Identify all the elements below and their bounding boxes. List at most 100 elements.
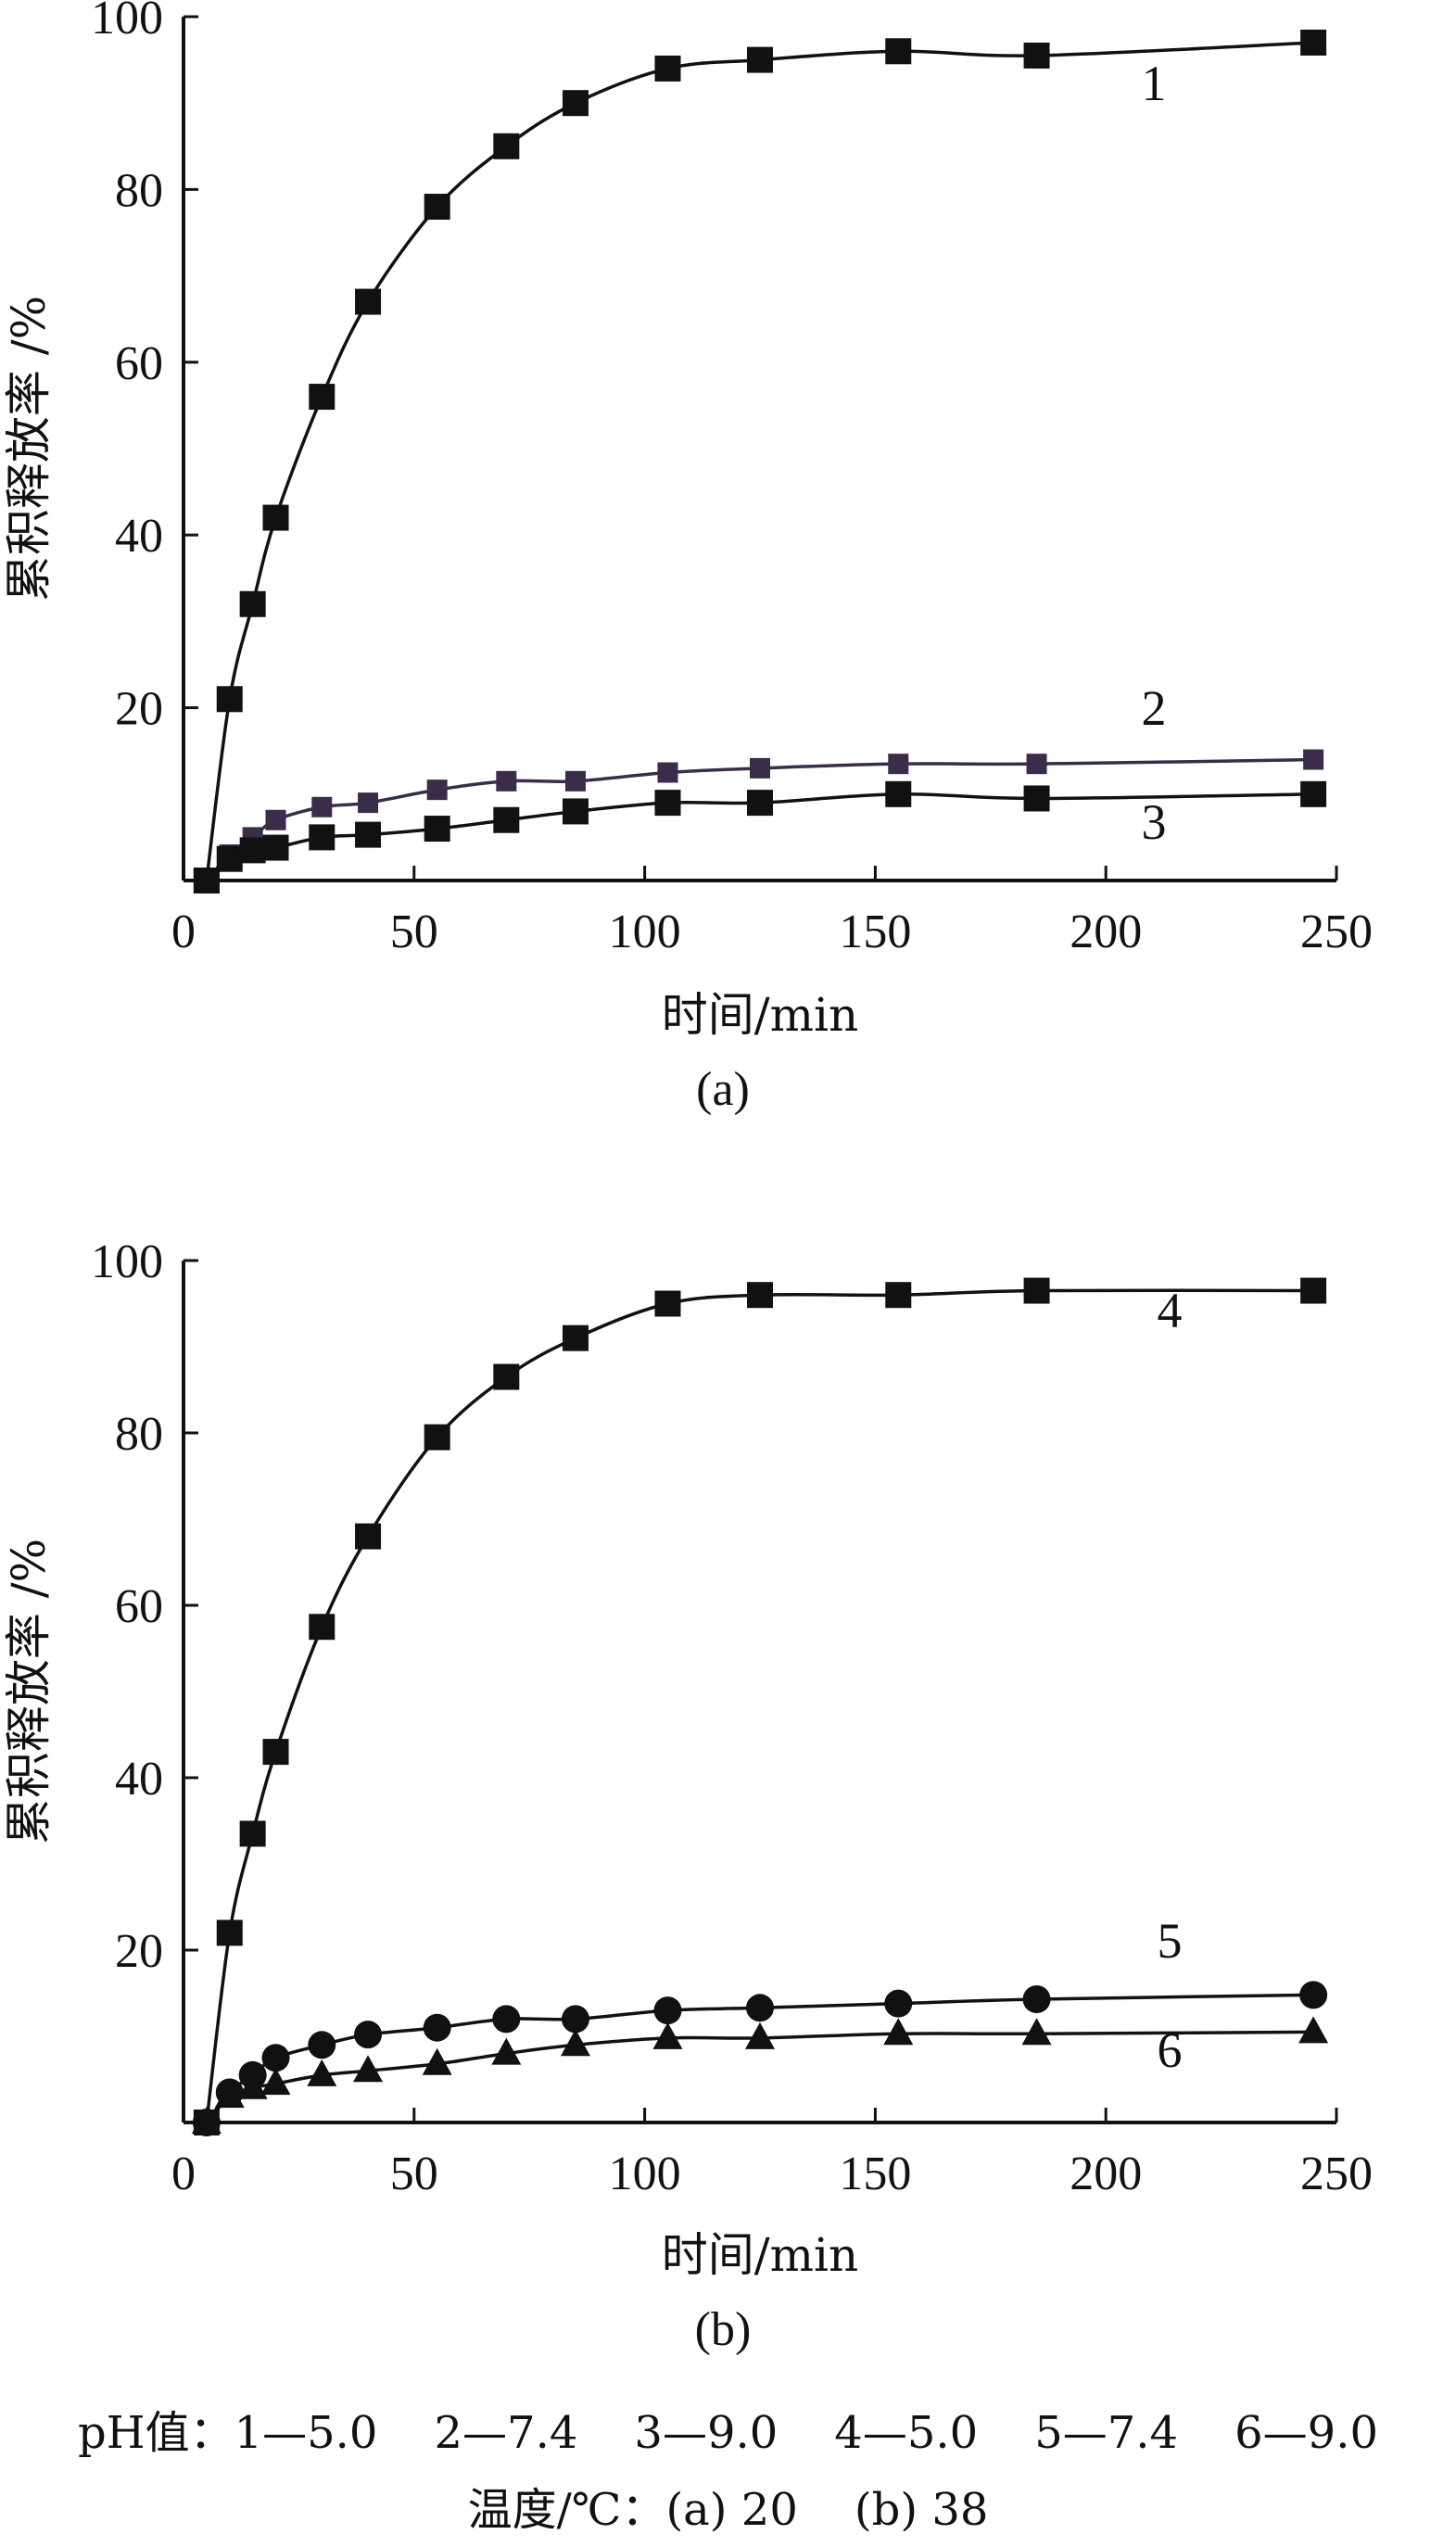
series-point-5 bbox=[423, 2013, 451, 2042]
series-point-2 bbox=[564, 770, 586, 792]
series-line-1 bbox=[205, 41, 1314, 881]
x-tick-label: 150 bbox=[839, 2148, 911, 2200]
x-tick-label: 150 bbox=[839, 906, 911, 958]
series-point-6 bbox=[422, 2047, 452, 2075]
series-point-2 bbox=[358, 792, 379, 814]
series-point-6 bbox=[652, 2021, 683, 2049]
x-tick-label: 100 bbox=[609, 2148, 681, 2200]
x-tick-label: 0 bbox=[171, 2148, 196, 2200]
chart-panel-a: 0 50 100 150 200 250 20 40 60 80 100 时间/min 累积释放率 /%… bbox=[2, 0, 1373, 1116]
series-point-6 bbox=[260, 2068, 291, 2096]
series-point-4 bbox=[654, 1290, 681, 1317]
series-point-1 bbox=[493, 133, 520, 159]
series-point-2 bbox=[1303, 749, 1324, 770]
x-tick-label: 250 bbox=[1300, 906, 1373, 958]
series-label-3: 3 bbox=[1142, 794, 1167, 850]
y-tick-label: 20 bbox=[115, 683, 163, 736]
series-point-1 bbox=[424, 194, 450, 221]
x-tick-label: 250 bbox=[1300, 2148, 1373, 2200]
series-point-5 bbox=[308, 2031, 336, 2059]
y-tick-label: 80 bbox=[115, 1408, 163, 1461]
series-point-4 bbox=[262, 1739, 289, 1766]
series-point-5 bbox=[492, 2005, 521, 2034]
series-point-3 bbox=[1300, 780, 1327, 807]
series-line-6 bbox=[205, 2030, 1314, 2124]
series-point-5 bbox=[1299, 1981, 1328, 2009]
series-point-4 bbox=[424, 1424, 450, 1451]
series-label-5: 5 bbox=[1158, 1913, 1183, 1969]
series-point-5 bbox=[884, 1989, 913, 2018]
y-tick-label: 80 bbox=[115, 164, 163, 217]
series-point-6 bbox=[1021, 2018, 1052, 2046]
series-point-3 bbox=[239, 837, 266, 864]
series-point-3 bbox=[654, 790, 681, 817]
series-point-3 bbox=[309, 824, 336, 851]
series-point-2 bbox=[496, 770, 517, 792]
series-point-1 bbox=[239, 590, 266, 617]
series-point-1 bbox=[262, 504, 289, 531]
x-tick-label: 0 bbox=[171, 906, 196, 958]
series-point-3 bbox=[193, 868, 220, 893]
series-point-3 bbox=[424, 816, 450, 843]
chart-panel-b: 0 50 100 150 200 250 20 40 60 80 100 时间/min 累积释放率 /%… bbox=[2, 1235, 1373, 2356]
series-point-6 bbox=[353, 2055, 384, 2083]
series-point-1 bbox=[885, 38, 912, 65]
series-point-1 bbox=[1023, 42, 1050, 69]
series-point-6 bbox=[307, 2059, 337, 2086]
series-point-6 bbox=[745, 2021, 775, 2049]
series-point-5 bbox=[653, 1996, 682, 2025]
series-point-3 bbox=[885, 780, 912, 807]
series-point-4 bbox=[885, 1282, 912, 1309]
series-point-5 bbox=[1022, 1985, 1051, 2014]
x-tick-label: 50 bbox=[390, 906, 438, 958]
series-point-5 bbox=[354, 2021, 383, 2049]
y-tick-label: 20 bbox=[115, 1925, 163, 1978]
footnote-ph: pH值：1—5.0 2—7.4 3—9.0 4—5.0 5—7.4 6—9.0 bbox=[78, 2407, 1378, 2459]
series-point-2 bbox=[750, 757, 770, 779]
series-point-6 bbox=[491, 2037, 522, 2065]
series-point-2 bbox=[426, 779, 448, 801]
series-label-6: 6 bbox=[1158, 2022, 1183, 2078]
series-point-4 bbox=[493, 1363, 520, 1390]
series-point-5 bbox=[261, 2044, 290, 2072]
series-point-6 bbox=[214, 2081, 245, 2109]
series-point-1 bbox=[1300, 29, 1327, 56]
y-tick-label: 60 bbox=[115, 337, 163, 390]
series-point-6 bbox=[883, 2018, 914, 2046]
series-point-4 bbox=[239, 1820, 266, 1847]
series-point-2 bbox=[888, 754, 909, 775]
series-point-3 bbox=[1023, 785, 1050, 812]
series-point-4 bbox=[1023, 1277, 1050, 1304]
series-label-4: 4 bbox=[1158, 1283, 1183, 1338]
x-axis-label: 时间/min bbox=[662, 2228, 858, 2282]
series-point-3 bbox=[747, 790, 773, 817]
series-point-1 bbox=[216, 686, 243, 713]
y-tick-label: 60 bbox=[115, 1580, 163, 1633]
series-point-1 bbox=[562, 90, 589, 117]
series-point-1 bbox=[309, 384, 336, 411]
footnote-temperature: 温度/℃：(a) 20 (b) 38 bbox=[467, 2484, 989, 2536]
series-point-4 bbox=[1300, 1277, 1327, 1304]
series-point-4 bbox=[562, 1324, 589, 1351]
series-point-4 bbox=[355, 1523, 382, 1550]
series-point-5 bbox=[746, 1994, 774, 2022]
series-point-1 bbox=[747, 46, 773, 73]
series-point-1 bbox=[654, 55, 681, 82]
series-point-4 bbox=[747, 1282, 773, 1309]
series-point-2 bbox=[1026, 754, 1047, 775]
series-point-4 bbox=[216, 1920, 243, 1946]
y-tick-label: 100 bbox=[91, 1235, 163, 1288]
panel-label: (a) bbox=[696, 1063, 750, 1116]
series-point-3 bbox=[262, 834, 289, 861]
series-point-2 bbox=[657, 762, 678, 783]
series-point-1 bbox=[355, 288, 382, 315]
series-point-6 bbox=[560, 2029, 590, 2057]
series-point-4 bbox=[309, 1614, 336, 1641]
series-point-6 bbox=[1298, 2016, 1329, 2044]
x-tick-label: 200 bbox=[1070, 2148, 1142, 2200]
y-axis-label: 累积释放率 /% bbox=[2, 1539, 56, 1844]
series-point-3 bbox=[493, 806, 520, 833]
x-tick-label: 100 bbox=[609, 906, 681, 958]
x-tick-label: 50 bbox=[390, 2148, 438, 2200]
